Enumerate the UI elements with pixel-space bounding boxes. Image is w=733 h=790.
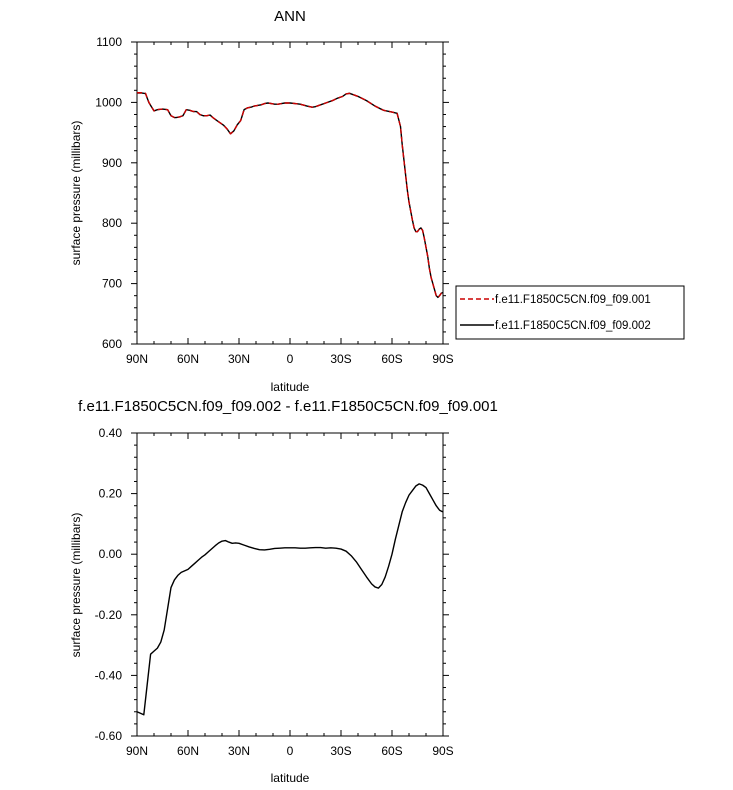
top-x-tick-label: 90N xyxy=(126,352,148,366)
bottom-axis-ticks: 90N 60N 30N 0 30S 60S 90S -0.60 -0.40 -0.20 0.00 0.… xyxy=(95,426,454,758)
top-y-tick-label: 900 xyxy=(102,156,122,170)
top-x-axis-label: latitude xyxy=(271,380,310,394)
bottom-x-axis-label: latitude xyxy=(271,771,310,785)
bottom-x-tick-label: 60N xyxy=(177,744,199,758)
bottom-y-tick-label: 0.40 xyxy=(99,426,123,440)
top-axis-ticks: 90N 60N 30N 0 30S 60S 90S 600 700 800 900 1000 1100 xyxy=(95,35,453,366)
bottom-x-tick-label: 0 xyxy=(287,744,294,758)
top-x-tick-label: 0 xyxy=(287,352,294,366)
top-y-tick-label: 600 xyxy=(102,337,122,351)
bottom-y-tick-label: 0.20 xyxy=(99,487,123,501)
top-y-tick-label: 800 xyxy=(102,216,122,230)
top-y-tick-label: 700 xyxy=(102,277,122,291)
bottom-series-line-1 xyxy=(136,483,444,716)
bottom-chart: f.e11.F1850C5CN.f09_f09.002 - f.e11.F185… xyxy=(69,398,498,785)
top-series-line-1 xyxy=(137,92,444,299)
bottom-y-tick-label: -0.60 xyxy=(95,729,123,743)
bottom-x-tick-label: 30N xyxy=(228,744,250,758)
top-x-tick-label: 90S xyxy=(432,352,453,366)
legend: f.e11.F1850C5CN.f09_f09.001 f.e11.F1850C… xyxy=(455,285,685,340)
bottom-y-tick-label: 0.00 xyxy=(99,547,123,561)
bottom-x-tick-label: 60S xyxy=(381,744,402,758)
top-series-line-2 xyxy=(137,92,444,299)
top-y-tick-label: 1000 xyxy=(95,95,122,109)
bottom-x-tick-label: 90S xyxy=(432,744,453,758)
bottom-chart-title: f.e11.F1850C5CN.f09_f09.002 - f.e11.F185… xyxy=(78,398,498,415)
top-x-tick-label: 30S xyxy=(330,352,351,366)
bottom-y-axis-label: surface pressure (millibars) xyxy=(69,513,83,658)
bottom-series-group xyxy=(136,483,444,716)
legend-label-series-2: f.e11.F1850C5CN.f09_f09.002 xyxy=(495,320,651,332)
top-x-tick-label: 60S xyxy=(381,352,402,366)
bottom-y-tick-label: -0.20 xyxy=(95,608,123,622)
legend-box xyxy=(455,285,685,340)
top-chart-title: ANN xyxy=(274,8,306,25)
bottom-x-tick-label: 90N xyxy=(126,744,148,758)
top-chart: ANN 90N 60N 30N 0 30S 60S 90S 600 700 800 900 1000 1… xyxy=(69,8,685,394)
top-series-group xyxy=(137,92,444,299)
bottom-y-tick-label: -0.40 xyxy=(95,668,123,682)
top-plot-frame xyxy=(136,41,444,345)
top-y-axis-label: surface pressure (millibars) xyxy=(69,121,83,266)
legend-label-series-1: f.e11.F1850C5CN.f09_f09.001 xyxy=(495,294,651,306)
top-x-tick-label: 60N xyxy=(177,352,199,366)
top-x-tick-label: 30N xyxy=(228,352,250,366)
bottom-plot-frame xyxy=(136,432,444,737)
bottom-x-tick-label: 30S xyxy=(330,744,351,758)
top-y-tick-label: 1100 xyxy=(96,35,122,49)
